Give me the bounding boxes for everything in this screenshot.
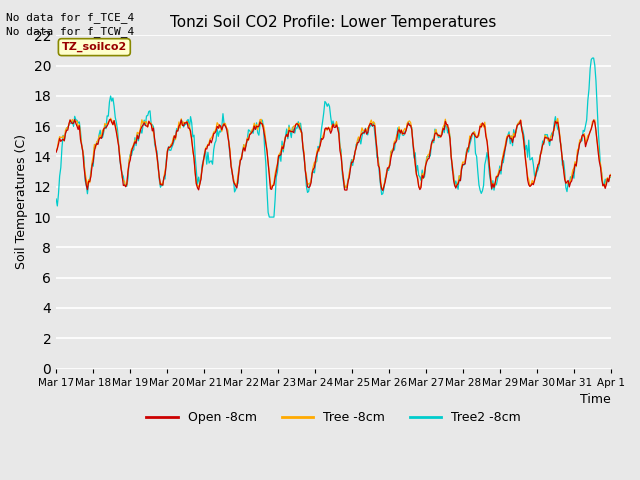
Text: No data for f_TCE_4: No data for f_TCE_4 [6,12,134,23]
Text: TZ_soilco2: TZ_soilco2 [61,42,127,52]
Text: No data for f_TCW_4: No data for f_TCW_4 [6,26,134,37]
X-axis label: Time: Time [580,393,611,406]
Title: Tonzi Soil CO2 Profile: Lower Temperatures: Tonzi Soil CO2 Profile: Lower Temperatur… [170,15,497,30]
Legend: Open -8cm, Tree -8cm, Tree2 -8cm: Open -8cm, Tree -8cm, Tree2 -8cm [141,406,526,429]
Y-axis label: Soil Temperatures (C): Soil Temperatures (C) [15,134,28,269]
